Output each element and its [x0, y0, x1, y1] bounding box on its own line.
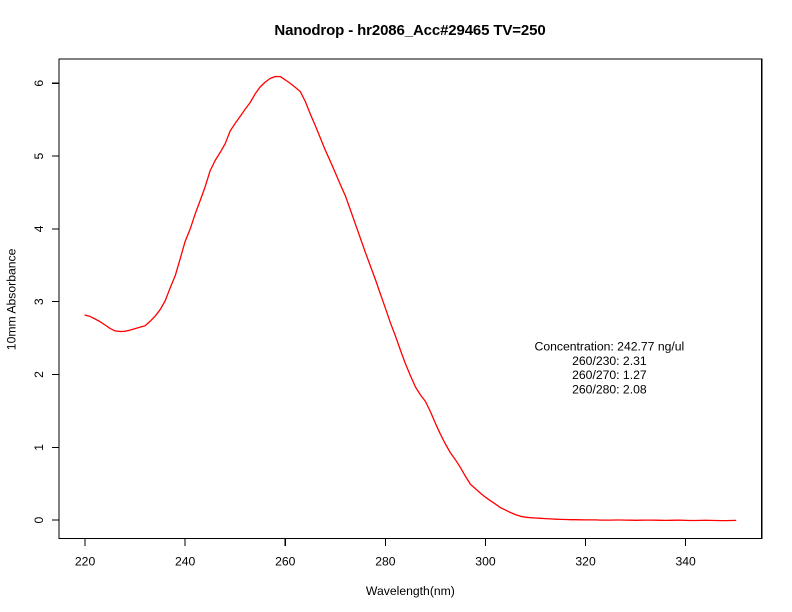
svg-text:300: 300 [475, 555, 496, 569]
svg-text:Wavelength(nm): Wavelength(nm) [366, 584, 455, 598]
svg-text:3: 3 [32, 298, 46, 305]
svg-text:5: 5 [32, 152, 46, 159]
svg-text:280: 280 [375, 555, 396, 569]
svg-text:0: 0 [32, 517, 46, 524]
svg-text:240: 240 [175, 555, 196, 569]
svg-text:260/280: 2.08: 260/280: 2.08 [572, 383, 647, 397]
svg-text:340: 340 [676, 555, 697, 569]
svg-text:10mm Absorbance: 10mm Absorbance [4, 248, 18, 350]
svg-text:320: 320 [575, 555, 596, 569]
svg-text:260/230: 2.31: 260/230: 2.31 [572, 354, 647, 368]
svg-text:1: 1 [32, 444, 46, 451]
svg-text:260/270: 1.27: 260/270: 1.27 [572, 368, 647, 382]
svg-text:4: 4 [32, 225, 46, 232]
svg-text:Nanodrop - hr2086_Acc#29465 TV: Nanodrop - hr2086_Acc#29465 TV=250 [274, 22, 545, 39]
svg-text:Concentration: 242.77 ng/ul: Concentration: 242.77 ng/ul [535, 339, 685, 353]
svg-text:260: 260 [275, 555, 296, 569]
svg-text:220: 220 [75, 555, 96, 569]
svg-text:6: 6 [32, 80, 46, 87]
svg-text:2: 2 [32, 371, 46, 378]
